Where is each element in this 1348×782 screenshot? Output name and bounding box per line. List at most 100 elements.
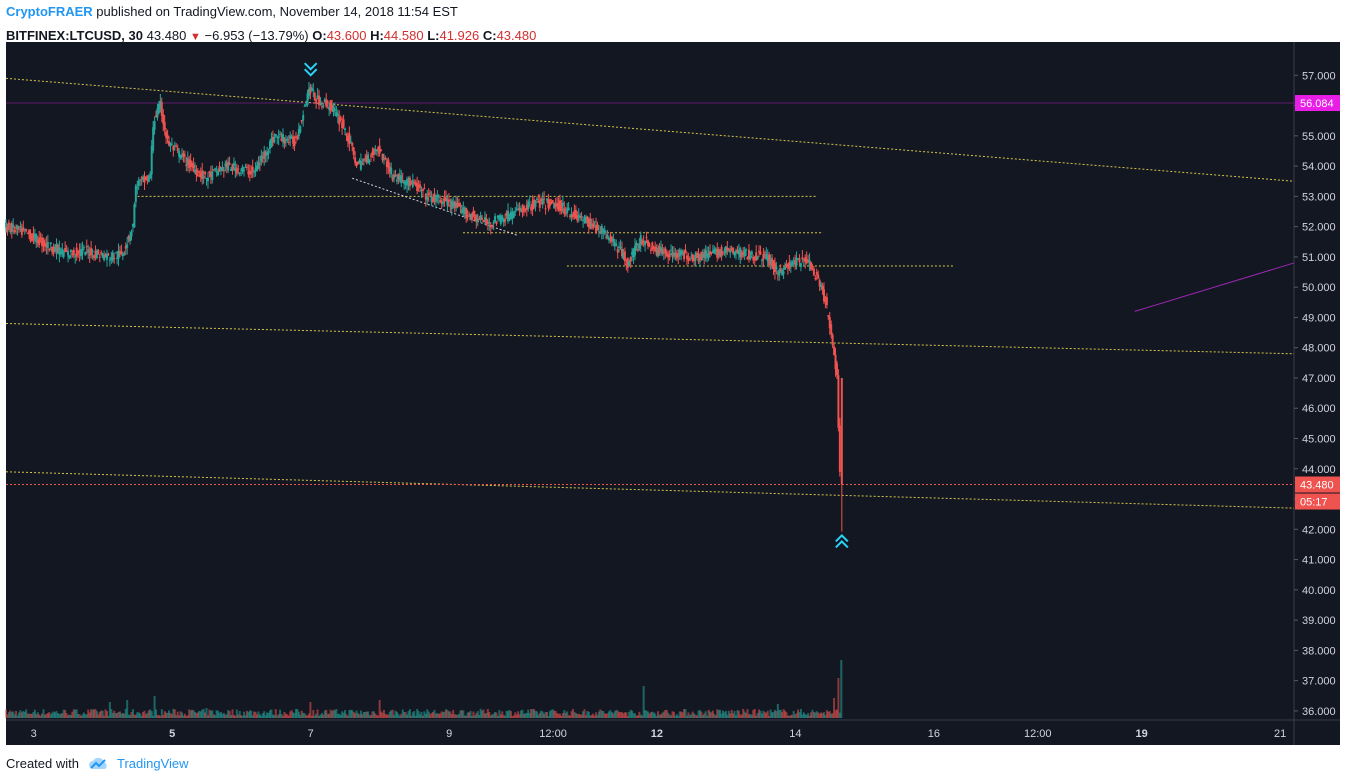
candle-body <box>485 218 488 224</box>
volume-bar <box>733 710 736 718</box>
chart-background <box>6 42 1340 745</box>
volume-bar <box>23 711 26 718</box>
candle-body <box>258 163 261 165</box>
price-change: −6.953 (−13.79%) <box>204 28 309 43</box>
y-tick-label: 51.000 <box>1302 252 1336 264</box>
volume-bar <box>398 715 401 718</box>
candle-body <box>641 240 644 245</box>
volume-bar <box>649 712 652 718</box>
volume-bar <box>773 710 776 718</box>
candle-body <box>103 254 106 261</box>
candle-body <box>325 99 328 107</box>
volume-bar <box>316 709 319 718</box>
volume-bar <box>38 714 41 718</box>
candle-body <box>391 177 394 181</box>
volume-bar <box>198 710 201 718</box>
candle-body <box>46 242 49 248</box>
candle-body <box>450 200 453 210</box>
volume-bar <box>658 714 661 718</box>
volume-bar <box>665 709 668 718</box>
candle-body <box>270 138 273 148</box>
candle-body <box>592 223 595 229</box>
candle-body <box>245 166 248 168</box>
candle-body <box>449 205 452 207</box>
volume-bar <box>707 709 710 718</box>
candle-body <box>322 105 325 107</box>
volume-bar <box>232 715 235 718</box>
candle-body <box>476 218 479 222</box>
y-tick-label: 48.000 <box>1302 343 1336 355</box>
volume-bar <box>626 715 629 718</box>
volume-bar <box>39 715 42 718</box>
y-tick-label: 45.000 <box>1302 434 1336 446</box>
candle-body <box>561 202 564 206</box>
volume-bar <box>795 713 798 718</box>
volume-bar <box>778 710 781 718</box>
volume-bar <box>830 713 833 718</box>
candle-body <box>261 157 264 159</box>
volume-bar <box>388 711 391 718</box>
candle-body <box>804 257 807 262</box>
candle-body <box>596 224 599 231</box>
candle-body <box>792 263 795 265</box>
candle-body <box>381 153 384 161</box>
candle-body <box>107 253 110 255</box>
candle-body <box>694 252 697 261</box>
tradingview-link[interactable]: TradingView <box>116 756 189 771</box>
volume-bar <box>124 708 127 718</box>
volume-bar <box>719 709 722 718</box>
candle-body <box>407 181 410 185</box>
volume-bar <box>417 711 420 718</box>
volume-bar <box>485 712 488 718</box>
volume-bar <box>365 711 368 718</box>
candle-body <box>189 160 192 168</box>
candle-body <box>33 233 36 238</box>
candle-body <box>815 272 818 275</box>
candle-body <box>309 87 312 94</box>
candle-body <box>398 175 401 181</box>
volume-bar <box>196 712 199 718</box>
volume-bar <box>155 709 158 718</box>
candle-body <box>472 210 475 217</box>
sell-marker-chevron <box>303 62 318 71</box>
volume-bar <box>501 711 504 718</box>
volume-bar <box>566 711 569 718</box>
candle-body <box>703 251 706 258</box>
volume-bar <box>354 713 357 718</box>
author-link[interactable]: CryptoFRAER <box>6 4 93 19</box>
candle-body <box>232 163 235 166</box>
candle-body <box>131 223 134 227</box>
volume-bar <box>755 715 758 718</box>
candle-body <box>560 205 563 212</box>
volume-bar <box>43 714 46 718</box>
candle-body <box>208 171 211 173</box>
volume-bar <box>472 711 475 718</box>
candle-body <box>721 251 724 253</box>
candle-body <box>137 180 140 186</box>
candle-body <box>183 155 186 157</box>
volume-bar <box>377 715 380 718</box>
volume-bar <box>10 712 13 718</box>
volume-bar <box>430 712 433 718</box>
candle-body <box>217 171 220 176</box>
volume-bar <box>721 710 724 718</box>
volume-bar <box>13 714 16 718</box>
volume-bar <box>338 713 341 718</box>
volume-bar <box>808 715 811 718</box>
candle-body <box>825 297 828 305</box>
x-tick-label: 19 <box>1136 728 1148 740</box>
volume-bar <box>313 715 316 718</box>
candle-body <box>724 246 727 254</box>
volume-bar <box>459 710 462 718</box>
volume-bar <box>49 714 52 718</box>
candle-body <box>23 229 26 231</box>
candle-body <box>481 217 484 220</box>
candle-body <box>463 208 466 215</box>
candle-body <box>19 226 22 228</box>
volume-bar <box>202 708 205 718</box>
volume-bar <box>525 713 528 718</box>
volume-bar <box>85 714 88 718</box>
candle-body <box>289 135 292 140</box>
volume-bar <box>646 711 649 718</box>
